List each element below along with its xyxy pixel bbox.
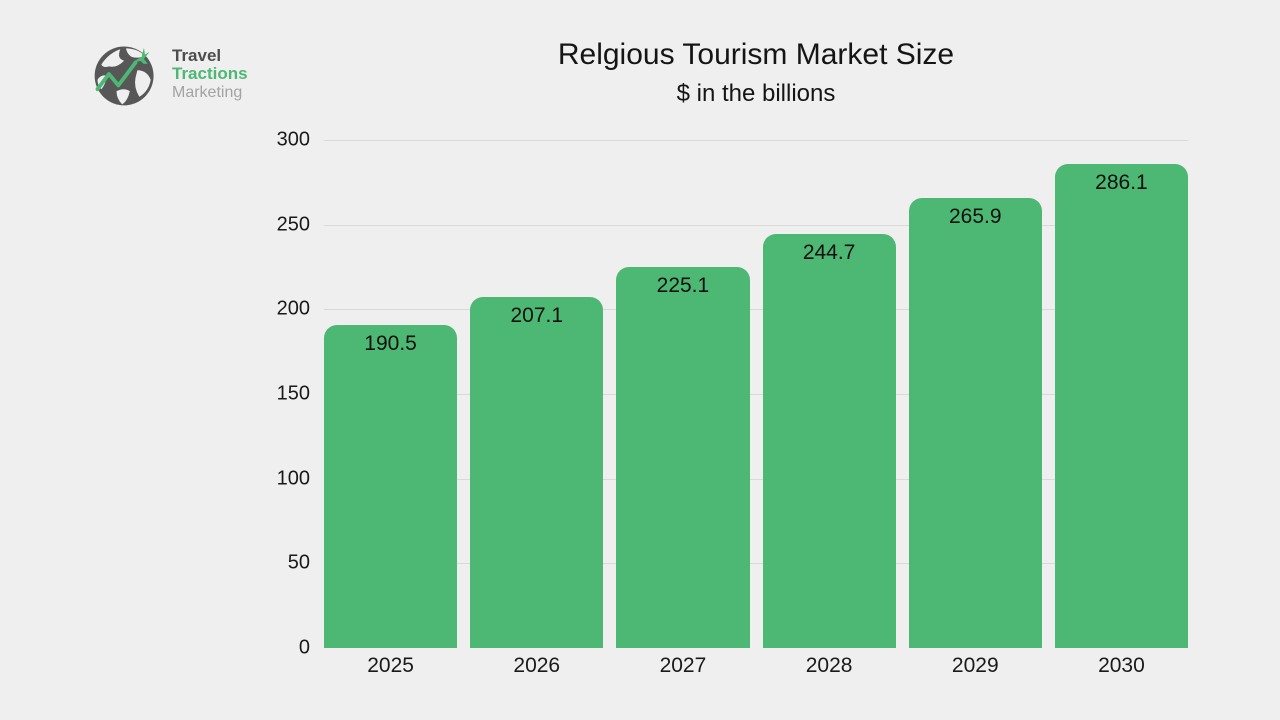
gridline xyxy=(324,309,1188,311)
bar-2029: 265.9 xyxy=(908,197,1042,648)
bars-row: 190.5 207.1 225.1 244.7 265.9 286.1 xyxy=(324,140,1189,648)
logo: Travel Tractions Marketing xyxy=(88,36,248,112)
bar-2025: 190.5 xyxy=(324,325,458,648)
x-tick-label: 2029 xyxy=(951,654,999,677)
globe-plane-chart-icon xyxy=(94,46,154,106)
bar-2030: 286.1 xyxy=(1054,163,1189,648)
logo-word-travel: Travel xyxy=(172,45,222,65)
bar-value-label: 244.7 xyxy=(802,240,856,264)
logo-word-marketing: Marketing xyxy=(172,83,243,101)
y-tick-label: 150 xyxy=(276,382,310,405)
logo-word-tractions: Tractions xyxy=(172,64,248,84)
y-tick-label: 300 xyxy=(276,128,310,151)
gridline xyxy=(324,140,1188,141)
x-tick-label: 2027 xyxy=(659,654,707,677)
y-tick-label: 100 xyxy=(276,467,310,490)
x-tick-label: 2026 xyxy=(513,654,561,677)
plot-area: 190.5 207.1 225.1 244.7 265.9 286.1 xyxy=(324,140,1189,648)
gridline xyxy=(324,478,1188,480)
bar-2027: 225.1 xyxy=(616,266,750,648)
gridline xyxy=(324,563,1188,565)
bar-2028: 244.7 xyxy=(762,233,896,648)
y-tick-label: 0 xyxy=(298,636,310,659)
bar-value-label: 265.9 xyxy=(948,204,1002,228)
y-tick-label: 200 xyxy=(276,297,310,320)
bar-value-label: 225.1 xyxy=(656,273,710,297)
x-tick-label: 2025 xyxy=(367,654,414,677)
y-axis: 0 50 100 150 200 250 300 xyxy=(0,129,310,659)
gridline xyxy=(324,394,1188,395)
gridline xyxy=(324,224,1188,226)
x-tick-label: 2028 xyxy=(805,654,853,677)
title-block: Relgious Tourism Market Size $ in the bi… xyxy=(324,0,1188,108)
bar-value-label: 190.5 xyxy=(364,332,417,356)
logo-text: Travel Tractions Marketing xyxy=(172,45,248,102)
bar-value-label: 207.1 xyxy=(510,304,564,328)
x-tick-label: 2030 xyxy=(1098,654,1145,677)
y-tick-label: 250 xyxy=(276,213,310,236)
bar-2026: 207.1 xyxy=(470,297,604,648)
x-axis: 2025 2026 2027 2028 2029 2030 xyxy=(324,654,1188,678)
y-tick-label: 50 xyxy=(287,551,310,574)
bar-value-label: 286.1 xyxy=(1095,170,1148,194)
chart-subtitle: $ in the billions xyxy=(676,80,836,107)
chart-title: Relgious Tourism Market Size xyxy=(557,38,955,71)
